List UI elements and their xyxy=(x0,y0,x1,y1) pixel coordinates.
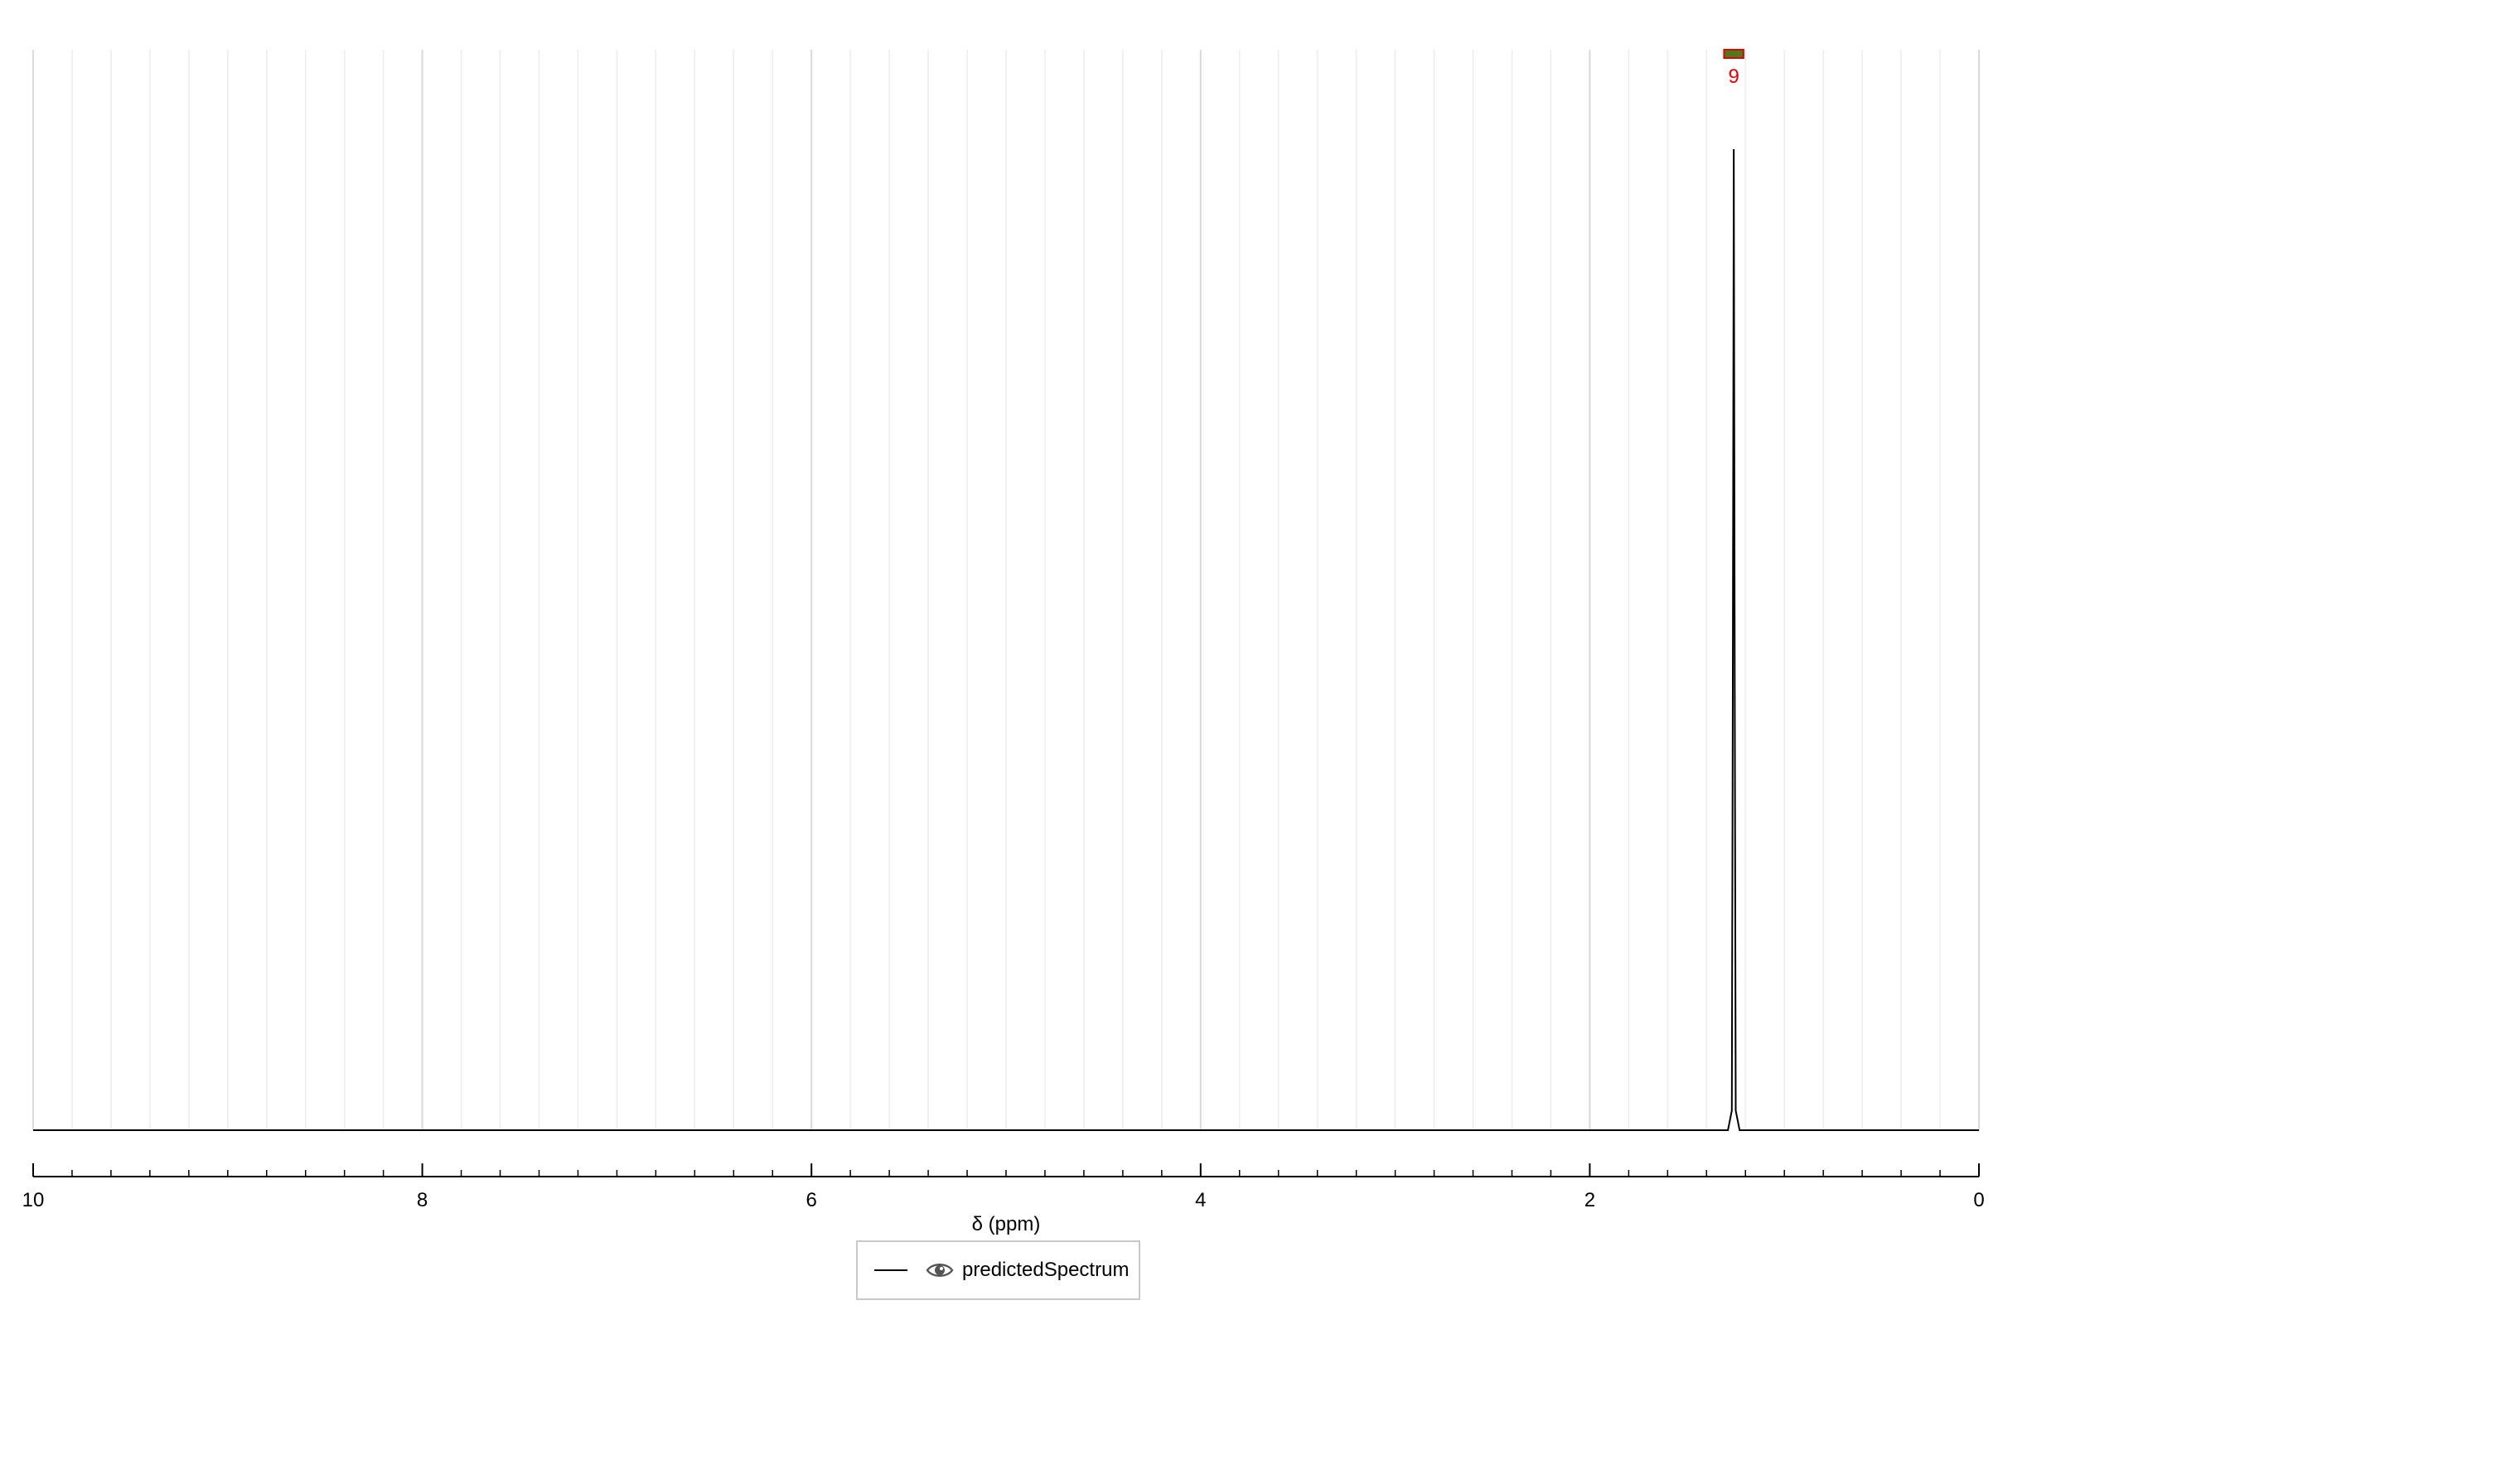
x-tick-label: 10 xyxy=(22,1189,45,1211)
x-tick-label: 2 xyxy=(1584,1189,1595,1211)
legend: predictedSpectrum xyxy=(856,1240,1140,1300)
x-axis-label: δ (ppm) xyxy=(972,1213,1041,1235)
eye-icon[interactable] xyxy=(926,1260,954,1280)
x-tick-label: 0 xyxy=(1973,1189,1984,1211)
integral-layer: 9 xyxy=(1723,49,1744,88)
series-layer xyxy=(33,148,1979,1131)
x-axis: 10 8 6 4 2 0 xyxy=(22,1163,1985,1211)
x-tick-label: 6 xyxy=(806,1189,817,1211)
grid-layer xyxy=(32,50,1980,1130)
x-tick-label: 8 xyxy=(417,1189,428,1211)
x-tick-label: 4 xyxy=(1195,1189,1206,1211)
integral-label: 9 xyxy=(1728,65,1739,88)
spectrum-line-predictedspectrum xyxy=(33,148,1979,1131)
integral-bar xyxy=(1723,49,1744,59)
legend-line-swatch xyxy=(874,1269,907,1271)
legend-label-predictedspectrum[interactable]: predictedSpectrum xyxy=(962,1259,1130,1281)
